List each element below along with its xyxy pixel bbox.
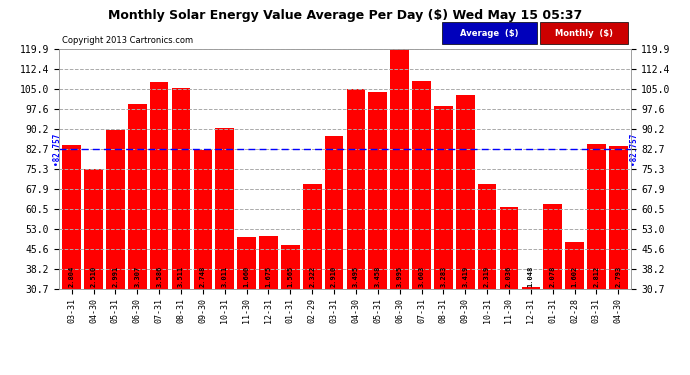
Bar <box>281 245 299 289</box>
Bar <box>128 104 147 289</box>
Bar <box>325 136 344 289</box>
Bar <box>391 49 409 289</box>
Text: 2.322: 2.322 <box>309 266 315 286</box>
Bar <box>172 88 190 289</box>
Text: 2.991: 2.991 <box>112 266 119 286</box>
Text: Monthly Solar Energy Value Average Per Day ($) Wed May 15 05:37: Monthly Solar Energy Value Average Per D… <box>108 9 582 22</box>
Text: 3.011: 3.011 <box>221 266 228 286</box>
Bar <box>194 150 213 289</box>
Bar <box>456 95 475 289</box>
Text: 3.586: 3.586 <box>156 266 162 286</box>
Bar <box>346 89 365 289</box>
Bar <box>150 82 168 289</box>
Bar <box>587 144 606 289</box>
Text: 3.511: 3.511 <box>178 266 184 286</box>
Text: 1.565: 1.565 <box>287 266 293 286</box>
Bar <box>609 146 627 289</box>
Bar <box>477 184 496 289</box>
Bar <box>303 184 322 289</box>
Bar <box>63 145 81 289</box>
Text: 3.495: 3.495 <box>353 266 359 286</box>
Text: 2.910: 2.910 <box>331 266 337 286</box>
Text: 1.660: 1.660 <box>244 266 250 286</box>
Text: 2.748: 2.748 <box>200 266 206 286</box>
Text: •82.757: •82.757 <box>52 132 61 165</box>
Text: •82.757: •82.757 <box>629 132 638 165</box>
Bar <box>368 92 387 289</box>
Bar <box>500 207 518 289</box>
Text: Average  ($): Average ($) <box>460 28 519 38</box>
Text: 3.419: 3.419 <box>462 266 469 286</box>
Text: 2.078: 2.078 <box>550 266 555 286</box>
Text: 2.793: 2.793 <box>615 266 621 286</box>
Text: Monthly  ($): Monthly ($) <box>555 28 613 38</box>
Bar <box>565 242 584 289</box>
Bar <box>522 287 540 289</box>
Text: 2.319: 2.319 <box>484 266 490 286</box>
Text: 3.995: 3.995 <box>397 266 403 286</box>
Bar <box>442 22 537 44</box>
Text: 2.804: 2.804 <box>69 266 75 286</box>
Text: 2.510: 2.510 <box>90 266 97 286</box>
Text: 1.602: 1.602 <box>571 266 578 286</box>
Text: Copyright 2013 Cartronics.com: Copyright 2013 Cartronics.com <box>61 36 193 45</box>
Bar <box>434 106 453 289</box>
Bar <box>543 204 562 289</box>
Bar <box>106 130 125 289</box>
Bar <box>215 128 234 289</box>
Text: 2.812: 2.812 <box>593 266 600 286</box>
Text: 3.307: 3.307 <box>135 266 140 286</box>
Text: 3.458: 3.458 <box>375 266 381 286</box>
Bar <box>84 169 103 289</box>
Text: 1.048: 1.048 <box>528 266 534 286</box>
Text: 3.283: 3.283 <box>440 266 446 286</box>
Text: 1.675: 1.675 <box>266 266 271 286</box>
Bar <box>540 22 629 44</box>
Bar <box>259 236 278 289</box>
Text: 2.036: 2.036 <box>506 266 512 286</box>
Bar <box>237 237 256 289</box>
Bar <box>412 81 431 289</box>
Text: 3.603: 3.603 <box>419 266 424 286</box>
